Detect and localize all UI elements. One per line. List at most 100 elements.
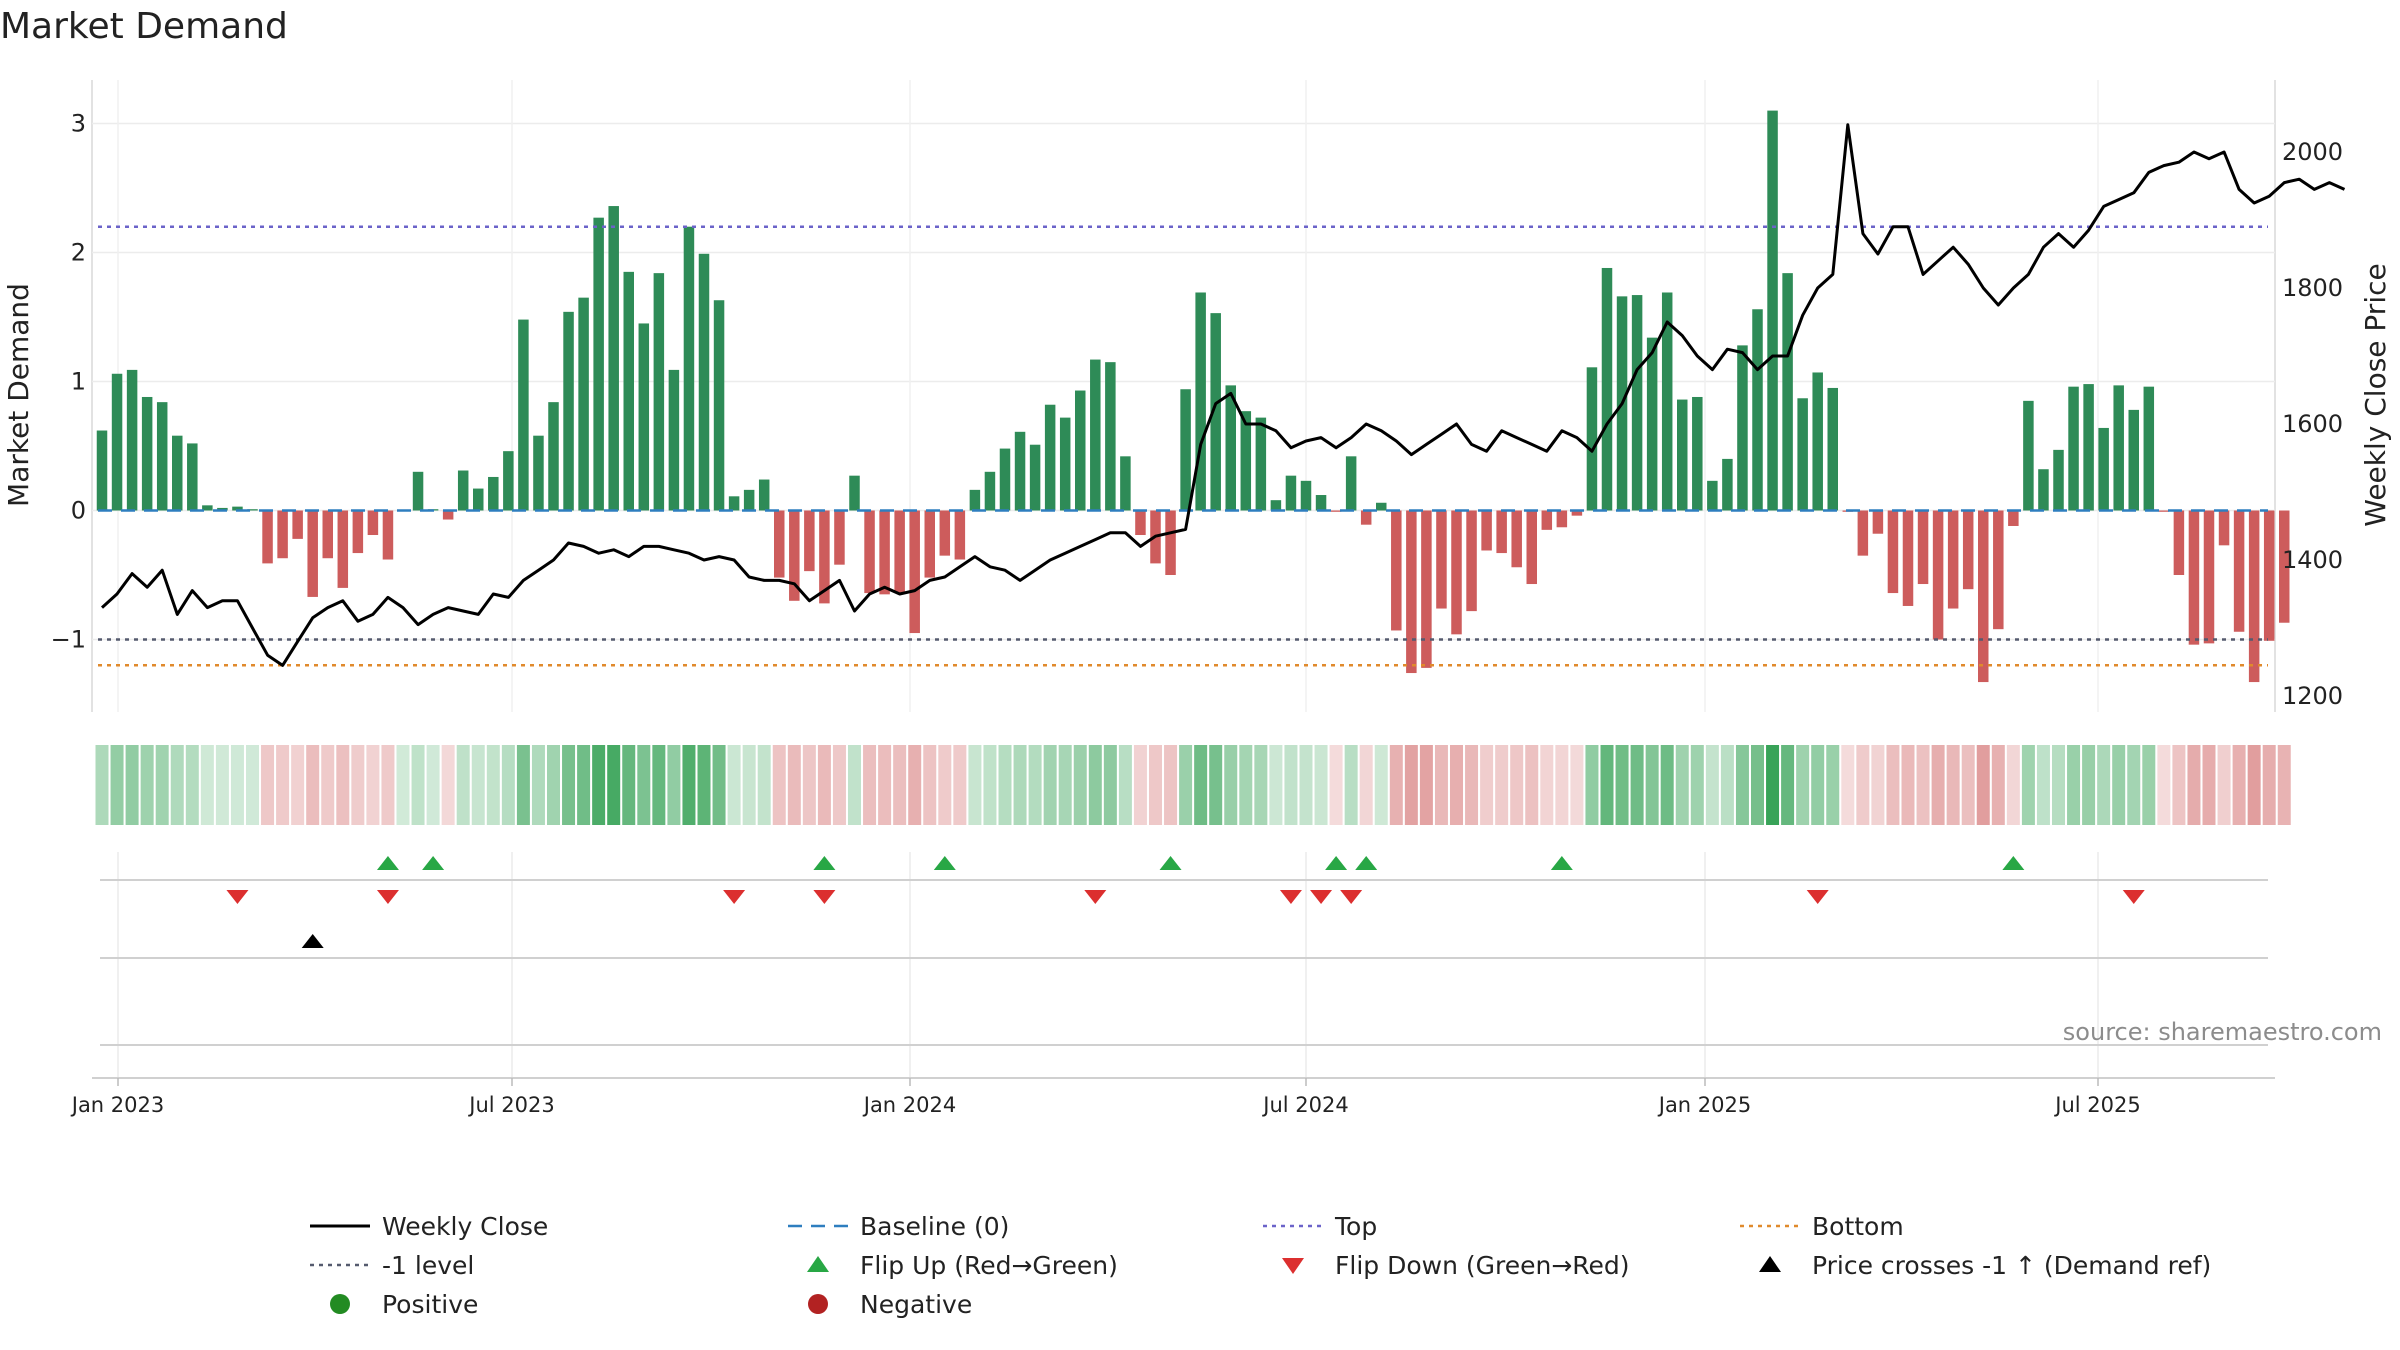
strip-cell: [757, 745, 771, 825]
positive-bar: [503, 451, 514, 511]
strip-cell: [351, 745, 365, 825]
flip-up-marker: [1550, 856, 1573, 870]
positive-bar: [1812, 372, 1823, 511]
date-tick-label: Jan 2023: [70, 1093, 165, 1117]
negative-bar: [1511, 510, 1522, 568]
strip-cell: [516, 745, 530, 825]
strip-cell: [1871, 745, 1885, 825]
y-ticks: 3 2 1 0 −1: [51, 110, 86, 654]
negative-bar: [819, 510, 830, 604]
positive-bar: [1722, 458, 1733, 511]
y2-ticks: 2000 1800 1600 1400 1200: [2282, 138, 2343, 710]
legend-label: Baseline (0): [860, 1212, 1009, 1241]
positive-bar: [1345, 456, 1357, 511]
positive-bar: [548, 402, 559, 511]
negative-bar: [2218, 510, 2230, 546]
positive-bar: [126, 369, 138, 511]
positive-bar: [1014, 431, 1026, 511]
strip-cell: [787, 745, 801, 825]
strip-cell: [2172, 745, 2186, 825]
positive-bar: [1661, 292, 1673, 511]
gridlines: [92, 122, 2275, 641]
positive-bar: [668, 369, 680, 511]
positive-bar: [172, 435, 183, 511]
positive-bar: [698, 253, 710, 511]
y-tick-label: 2: [71, 239, 86, 267]
positive-bar: [638, 323, 650, 511]
strip-cell: [1976, 745, 1990, 825]
positive-bar: [1105, 362, 1116, 511]
strip-cell: [848, 745, 861, 825]
positive-bar: [533, 435, 544, 511]
positive-bar: [1059, 417, 1071, 511]
flip-down-marker: [376, 890, 399, 904]
positive-bar: [1029, 444, 1041, 511]
y-tick-label: −1: [51, 626, 86, 654]
positive-bar: [1120, 456, 1131, 511]
positive-bar: [728, 496, 740, 511]
negative-bar: [1421, 510, 1432, 668]
positive-bar: [969, 489, 981, 511]
strip-cell: [727, 745, 741, 825]
strip-cell: [261, 745, 275, 825]
positive-bar: [2068, 386, 2079, 511]
strip-cell: [2052, 745, 2065, 825]
flip-down-marker: [723, 890, 746, 904]
price-line-layer: [100, 123, 2346, 667]
negative-bar: [337, 510, 349, 588]
strip-cell: [471, 745, 485, 825]
flip-up-marker: [813, 856, 836, 870]
y2-tick-label: 1400: [2282, 546, 2343, 574]
positive-bar: [2023, 400, 2034, 511]
legend-label: Flip Down (Green→Red): [1335, 1251, 1630, 1280]
flip-up-marker: [1325, 856, 1348, 870]
legend-label: Price crosses -1 ↑ (Demand ref): [1812, 1251, 2211, 1280]
strip-cell: [2127, 745, 2141, 825]
negative-bar: [442, 510, 454, 520]
legend-swatch: [1759, 1256, 1781, 1272]
strip-cell: [983, 745, 997, 825]
positive-bar: [653, 273, 665, 511]
strip-cell: [170, 745, 184, 825]
positive-bar: [518, 319, 529, 511]
strip-cell: [592, 745, 606, 825]
strip-cell: [1645, 745, 1659, 825]
strip-cell: [953, 745, 967, 825]
negative-bar: [277, 510, 288, 559]
positive-bar: [1315, 495, 1327, 511]
strip-cell: [1720, 745, 1734, 825]
strip-cell: [336, 745, 350, 825]
legend: Weekly Close Baseline (0) Top Bottom -1 leve…: [310, 1212, 2211, 1319]
negative-bar: [1135, 510, 1146, 536]
negative-bar: [2008, 510, 2019, 526]
strip-cell: [2006, 745, 2020, 825]
strip-cell: [1118, 745, 1132, 825]
positive-bar: [202, 505, 213, 511]
strip-cell: [1615, 745, 1629, 825]
legend-label: Top: [1334, 1212, 1377, 1241]
negative-bar: [924, 510, 935, 578]
positive-bar: [247, 509, 258, 511]
strip-cell: [2232, 745, 2246, 825]
strip-cell: [1480, 745, 1494, 825]
strip-cell: [2097, 745, 2111, 825]
positive-bar: [1782, 273, 1793, 511]
positive-bar: [1255, 417, 1267, 511]
flip-down-marker: [813, 890, 836, 904]
strip-cell: [2112, 745, 2126, 825]
strip-cell: [1254, 745, 1268, 825]
strip-cell: [441, 745, 455, 825]
demand-heat-strip: [95, 745, 2291, 825]
date-tick-label: Jul 2024: [1261, 1093, 1348, 1117]
legend-label: Bottom: [1812, 1212, 1904, 1241]
strip-cell: [1540, 745, 1554, 825]
strip-cell: [1058, 745, 1072, 825]
demand-bars: [96, 110, 2290, 683]
strip-cell: [637, 745, 651, 825]
positive-bar: [1240, 411, 1252, 511]
strip-cell: [1600, 745, 1614, 825]
positive-bar: [1797, 398, 1808, 511]
strip-cell: [1239, 745, 1253, 825]
strip-cell: [246, 745, 259, 825]
flip-up-marker: [2002, 856, 2025, 870]
